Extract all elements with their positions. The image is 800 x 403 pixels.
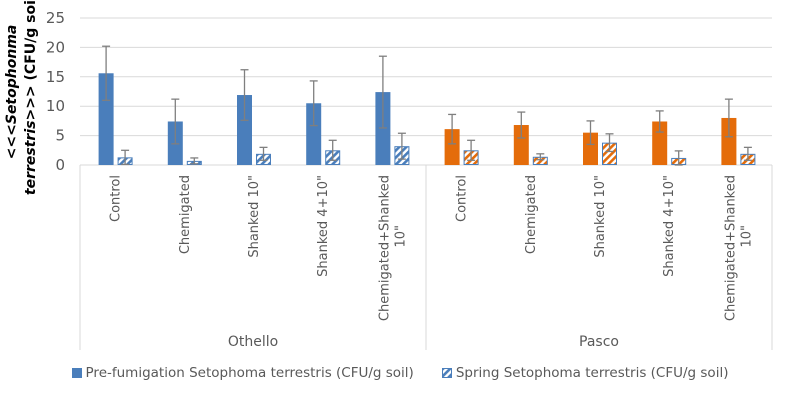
error-bars [102,45,752,166]
legend-item-pre-fumigation[interactable]: Pre-fumigation Setophoma terrestris (CFU… [71,365,414,381]
y-tick-label: 15 [46,68,65,86]
y-tick-label: 0 [55,156,65,174]
group-labels: Othello Pasco [228,334,619,350]
y-label-suffix: >>> (CFU/g soil) [23,0,39,121]
category-label-text: Shanked 10" [247,175,262,258]
category-label-line: 10" [393,225,408,248]
category-label-line: Chemigated+Shanked [377,175,392,321]
category-label-line: 10" [739,225,754,248]
legend-item-spring[interactable]: Spring Setophoma terrestris (CFU/g soil) [441,365,729,381]
category-label-text: Chemigated [178,175,193,254]
category-label-line: Chemigated+Shanked [723,175,738,321]
category-label: Chemigated [178,175,193,254]
solid-square-icon [71,368,82,378]
y-tick-label: 5 [55,127,65,145]
y-axis-ticks: 0 5 10 15 20 25 [46,9,65,174]
category-labels: Control Chemigated Shanked 10" Shanked 4+10… [109,175,755,321]
legend: Pre-fumigation Setophoma terrestris (CFU… [0,365,800,381]
category-label: Shanked 10" [593,175,608,258]
category-label-text: Shanked 4+10" [662,175,677,277]
bar-pre-fumigation [306,103,322,165]
bar-pre-fumigation [444,129,460,165]
category-label: Chemigated+Shanked 10" [377,175,408,321]
y-tick-label: 25 [46,9,65,27]
bar-pre-fumigation [721,117,737,165]
bar-pre-fumigation [513,125,529,165]
y-label-species-epithet: terrestris [23,121,39,196]
y-tick-label: 10 [46,97,65,115]
category-label: Shanked 4+10" [662,175,677,277]
category-label: Shanked 4+10" [316,175,331,277]
y-label-species-genus: Setophonma [4,25,20,125]
category-label: Chemigated+Shanked 10" [723,175,754,321]
y-label-line-2: terrestris>>> (CFU/g soil) [23,0,39,195]
bar-pre-fumigation [98,73,114,165]
category-label: Chemigated [524,175,539,254]
y-label-prefix: <<< [4,124,20,159]
gridlines [80,17,772,137]
group-label: Othello [228,334,278,350]
bars [98,73,756,166]
category-label-text: Control [455,175,470,222]
legend-label: Pre-fumigation Setophoma terrestris (CFU… [85,365,414,381]
category-label-text: Shanked 10" [593,175,608,258]
group-label: Pasco [579,334,619,350]
category-label-text: Chemigated [524,175,539,254]
category-label: Control [109,175,124,222]
y-label-line-1: <<<Setophonma [4,25,20,160]
bar-pre-fumigation [583,132,598,165]
category-label: Control [455,175,470,222]
legend-label: Spring Setophoma terrestris (CFU/g soil) [455,365,729,381]
bar-pre-fumigation [237,95,252,165]
category-label: Shanked 10" [247,175,262,258]
category-label-text: Control [109,175,124,222]
y-axis-label: <<<Setophonmaterrestris>>> (CFU/g soil) [4,0,39,195]
hatched-square-icon [441,368,452,378]
category-label-text: Shanked 4+10" [316,175,331,277]
y-tick-label: 20 [46,38,65,56]
